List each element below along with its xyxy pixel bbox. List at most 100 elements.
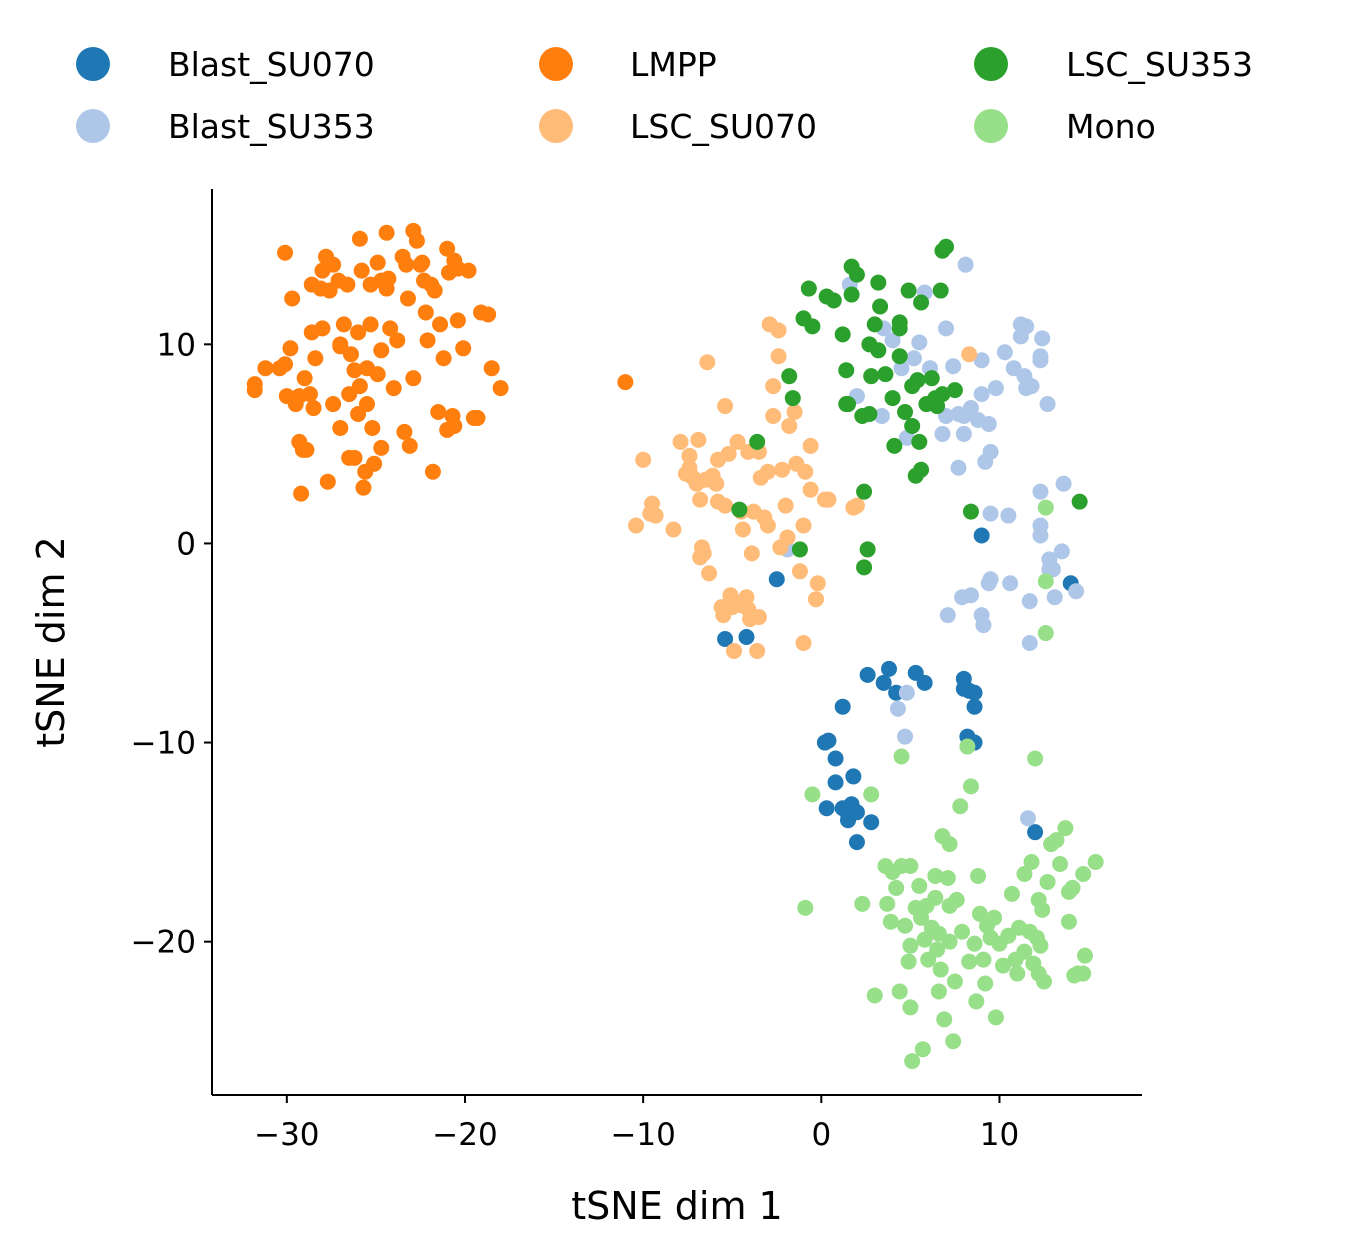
data-point [257,360,274,377]
data-point [898,429,915,446]
data-point [332,336,349,353]
data-point [628,517,645,534]
data-point [838,396,855,413]
data-point [389,332,406,349]
data-point [936,1011,953,1028]
data-point [701,565,718,582]
data-point [861,406,878,423]
data-point [877,366,894,383]
data-point [934,425,951,442]
data-point [439,240,456,257]
data-point [761,316,778,333]
data-point [845,768,862,785]
data-point [975,617,992,634]
data-point [426,282,443,299]
data-point [717,631,734,648]
data-point [1037,499,1054,516]
data-point [987,1009,1004,1026]
data-point [398,256,415,273]
data-point [781,368,798,385]
data-point [342,346,359,363]
data-point [647,507,664,524]
data-point [973,386,990,403]
data-point [807,591,824,608]
data-point [617,374,634,391]
data-point [1076,947,1093,964]
data-point [873,407,890,424]
data-point [325,396,342,413]
data-point [932,282,949,299]
y-axis-title: tSNE dim 2 [29,536,73,748]
data-point [904,417,921,434]
data-point [827,750,844,767]
series-blast-su070 [717,527,1079,851]
data-point [820,732,837,749]
data-point [913,294,930,311]
data-point [729,433,746,450]
data-point [784,390,801,407]
data-point [353,262,370,279]
data-point [373,342,390,359]
data-point [800,280,817,297]
data-point [305,400,322,417]
legend-marker [974,109,1008,143]
data-point [294,441,311,458]
data-point [692,491,709,508]
data-point [834,698,851,715]
data-point [802,481,819,498]
data-point [350,324,367,341]
data-point [948,891,965,908]
data-point [378,224,395,241]
data-point [791,541,808,558]
data-point [277,356,294,373]
series-mono [797,499,1104,1070]
data-point [1023,378,1040,395]
data-point [834,326,851,343]
data-point [351,230,368,247]
data-point [480,306,497,323]
y-tick-label: −10 [131,726,196,762]
data-point [872,298,889,315]
data-point [954,923,971,940]
data-point [891,983,908,1000]
data-point [1037,573,1054,590]
data-point [1044,561,1061,578]
data-point [672,433,689,450]
legend-marker [974,47,1008,81]
data-point [325,256,342,273]
data-point [902,937,919,954]
data-point [973,527,990,544]
data-point [856,483,873,500]
data-point [351,378,368,395]
legend-marker [539,109,573,143]
series-lsc-su070 [628,316,978,659]
data-point [1036,973,1053,990]
data-point [911,334,928,351]
data-point [768,571,785,588]
data-point [455,340,472,357]
data-point [1027,824,1044,841]
data-point [1018,318,1035,335]
data-point [797,899,814,916]
data-point [770,348,787,365]
data-point [1002,575,1019,592]
y-tick-label: 10 [157,327,196,363]
data-point [897,728,914,745]
data-point [417,304,434,321]
data-point [781,417,798,434]
data-point [339,276,356,293]
data-point [1039,396,1056,413]
data-point [929,941,946,958]
data-point [1000,507,1017,524]
data-point [820,491,837,508]
data-point [866,316,883,333]
data-point [941,836,958,853]
data-point [927,889,944,906]
data-point [399,290,416,307]
legend-entry: LSC_SU353 [974,45,1253,84]
data-point [863,368,880,385]
data-point [889,700,906,717]
data-point [848,497,865,514]
data-point [1016,943,1033,960]
data-point [1032,483,1049,500]
